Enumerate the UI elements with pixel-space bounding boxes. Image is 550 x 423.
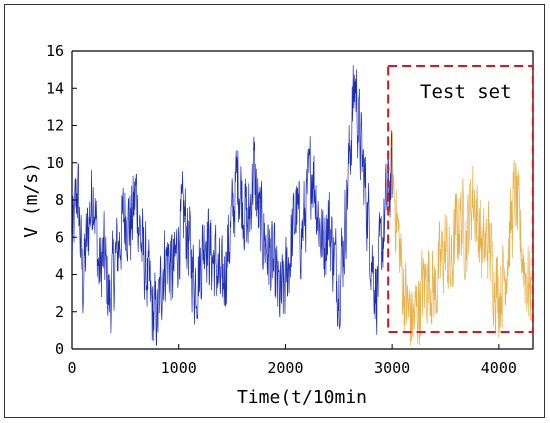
series-line-1 <box>71 65 393 346</box>
y-tick-label: 12 <box>46 117 64 135</box>
ticks-layer: 0 2 4 6 8 10 12 14 16 0 1000 2000 3000 4000 <box>46 42 517 377</box>
y-tick-label: 2 <box>55 303 64 321</box>
test-set-label: Test set <box>420 81 512 103</box>
y-tick-label: 14 <box>46 79 64 97</box>
test-set-region <box>387 65 534 333</box>
series-line-2 <box>391 131 532 346</box>
y-axis-title: V (m/s) <box>21 162 42 238</box>
x-tick-label: 4000 <box>481 359 517 377</box>
x-axis-title: Time(t/10min <box>237 387 367 408</box>
y-tick-label: 8 <box>55 191 64 209</box>
y-tick-label: 16 <box>46 42 64 60</box>
x-tick-label: 3000 <box>374 359 410 377</box>
x-tick-label: 2000 <box>267 359 303 377</box>
y-tick-label: 0 <box>55 340 64 358</box>
y-tick-label: 10 <box>46 154 64 172</box>
x-tick-label: 1000 <box>161 359 197 377</box>
y-tick-label: 4 <box>55 266 64 284</box>
y-tick-label: 6 <box>55 228 64 246</box>
x-tick-label: 0 <box>67 359 76 377</box>
series-layer <box>71 65 532 346</box>
